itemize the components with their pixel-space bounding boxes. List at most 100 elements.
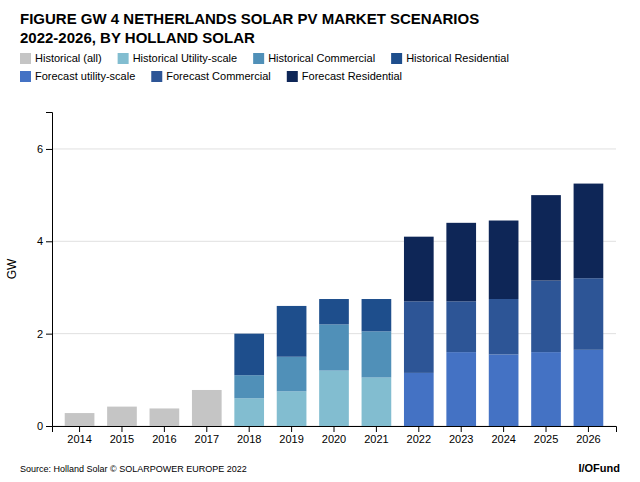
legend-label: Historical Residential xyxy=(406,52,509,64)
tick-label: 2015 xyxy=(110,433,134,445)
legend-item: Forecast Residential xyxy=(287,70,402,82)
x-axis: 2014201520162017201820192020202120222023… xyxy=(53,426,617,445)
tick-mark xyxy=(46,426,52,427)
bar xyxy=(574,350,604,426)
axis-line xyxy=(46,113,53,427)
bar xyxy=(107,406,137,407)
bar xyxy=(107,407,137,426)
bar xyxy=(531,195,561,280)
bar xyxy=(277,305,307,306)
bar xyxy=(362,299,392,300)
tick-label: 2025 xyxy=(534,433,558,445)
tick: 2022 xyxy=(407,426,431,445)
bar xyxy=(107,406,137,407)
bar xyxy=(107,406,137,407)
y-axis: 0246 xyxy=(37,113,53,433)
bar xyxy=(404,301,434,373)
bar xyxy=(234,333,264,334)
bar xyxy=(446,352,476,426)
chart: FIGURE GW 4 NETHERLANDS SOLAR PV MARKET … xyxy=(0,0,640,482)
bar xyxy=(234,334,264,376)
bar xyxy=(319,324,349,370)
tick-label: 2022 xyxy=(407,433,431,445)
bar xyxy=(446,223,476,302)
bar xyxy=(404,373,434,426)
annotation: I/OFund xyxy=(578,462,620,474)
bar xyxy=(319,299,349,300)
tick-label: 2019 xyxy=(279,433,303,445)
bar xyxy=(362,299,392,331)
legend-swatch xyxy=(287,71,298,82)
bars xyxy=(65,184,604,426)
tick: 6 xyxy=(37,143,52,155)
tick-label: 2014 xyxy=(67,433,91,445)
tick-label: 0 xyxy=(37,420,43,432)
tick-mark xyxy=(206,426,207,432)
legend-swatch xyxy=(151,71,162,82)
legend-item: Historical Commercial xyxy=(253,52,375,64)
bar xyxy=(277,306,307,357)
tick-mark xyxy=(461,426,462,432)
legend-label: Forecast utility-scale xyxy=(35,70,135,82)
bar xyxy=(65,413,95,414)
bar xyxy=(150,408,180,409)
legend-label: Historical Commercial xyxy=(268,52,375,64)
tick-mark xyxy=(121,426,122,432)
legend-item: Forecast Commercial xyxy=(151,70,271,82)
bar xyxy=(319,299,349,300)
tick: 2021 xyxy=(364,426,388,445)
tick-mark xyxy=(291,426,292,432)
tick: 2017 xyxy=(195,426,219,445)
bar xyxy=(107,406,137,407)
tick-mark xyxy=(46,149,52,150)
bar xyxy=(404,237,434,302)
bar xyxy=(192,389,222,390)
tick: 2019 xyxy=(279,426,303,445)
bar xyxy=(277,391,307,426)
grid-line xyxy=(52,148,616,149)
tick: 2024 xyxy=(491,426,515,445)
bar xyxy=(446,301,476,352)
tick: 2020 xyxy=(322,426,346,445)
series xyxy=(404,350,603,426)
legend-item: Forecast utility-scale xyxy=(20,70,135,82)
series xyxy=(234,299,391,375)
tick-mark xyxy=(546,426,547,432)
annotation: Source: Holland Solar © SOLARPOWER EUROP… xyxy=(20,464,247,474)
series xyxy=(234,371,391,426)
bar xyxy=(192,390,222,426)
bar xyxy=(319,371,349,426)
bar xyxy=(150,408,180,409)
bar xyxy=(150,408,180,409)
bar xyxy=(489,299,519,354)
tick-mark xyxy=(376,426,377,432)
bar xyxy=(319,299,349,324)
bar xyxy=(531,281,561,353)
legend-swatch xyxy=(20,53,31,64)
bar xyxy=(150,408,180,426)
legend-swatch xyxy=(20,71,31,82)
tick-mark xyxy=(46,334,52,335)
bar xyxy=(362,331,392,377)
bar xyxy=(277,357,307,392)
bar xyxy=(362,299,392,300)
tick: 2025 xyxy=(534,426,558,445)
chart-container: FIGURE GW 4 NETHERLANDS SOLAR PV MARKET … xyxy=(0,0,640,482)
tick-mark xyxy=(249,426,250,432)
series xyxy=(234,324,391,398)
tick: 2016 xyxy=(152,426,176,445)
bar xyxy=(574,184,604,279)
legend-item: Historical Residential xyxy=(391,52,509,64)
bar xyxy=(150,408,180,409)
tick-label: 2016 xyxy=(152,433,176,445)
tick-label: 6 xyxy=(37,143,43,155)
tick-label: 4 xyxy=(37,235,43,247)
tick-label: 2017 xyxy=(195,433,219,445)
bar xyxy=(192,389,222,390)
tick: 2023 xyxy=(449,426,473,445)
tick-label: 2024 xyxy=(491,433,515,445)
series xyxy=(65,390,222,426)
bar xyxy=(107,406,137,407)
bar xyxy=(277,305,307,306)
bar xyxy=(574,278,604,350)
